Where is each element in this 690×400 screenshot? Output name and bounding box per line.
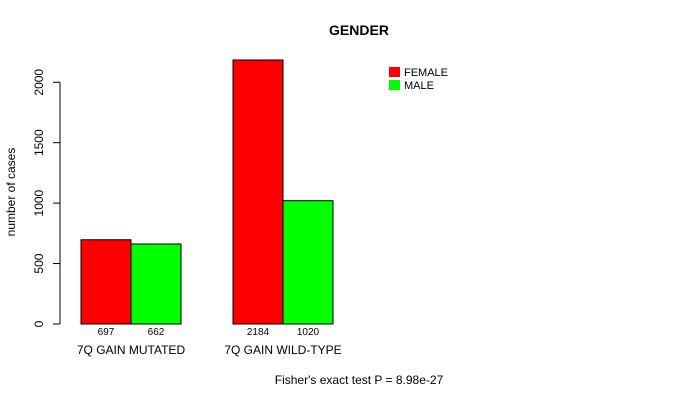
y-tick-label: 0: [32, 320, 46, 327]
bar-value-label: 1020: [297, 327, 320, 338]
legend-swatch-female: [389, 67, 400, 77]
y-tick-label: 1000: [32, 189, 46, 216]
bar-male-2: [282, 200, 334, 325]
y-axis-label: number of cases: [4, 148, 18, 237]
legend-label-male: MALE: [404, 80, 434, 92]
legend-swatch-male: [389, 80, 400, 90]
legend-label-female: FEMALE: [404, 67, 448, 79]
bar-value-label: 2184: [247, 327, 270, 338]
category-labels: 7Q GAIN MUTATED 7Q GAIN WILD-TYPE: [77, 343, 342, 357]
bar-value-label: 697: [98, 327, 115, 338]
y-tick-label: 1500: [32, 129, 46, 156]
bars: [80, 59, 334, 325]
bar-female-1: [80, 239, 132, 325]
bar-female-2: [232, 59, 284, 325]
category-label: 7Q GAIN WILD-TYPE: [224, 343, 341, 357]
bar-male-1: [130, 243, 182, 325]
y-tick-label: 500: [32, 253, 46, 273]
fisher-test-footnote: Fisher's exact test P = 8.98e-27: [275, 373, 444, 387]
y-axis: 0 500 1000 1500 2000: [32, 69, 61, 327]
value-labels: 697 662 2184 1020: [98, 327, 320, 338]
chart-title: GENDER: [329, 22, 389, 38]
category-label: 7Q GAIN MUTATED: [77, 343, 186, 357]
y-tick-label: 2000: [32, 69, 46, 96]
bar-value-label: 662: [148, 327, 165, 338]
